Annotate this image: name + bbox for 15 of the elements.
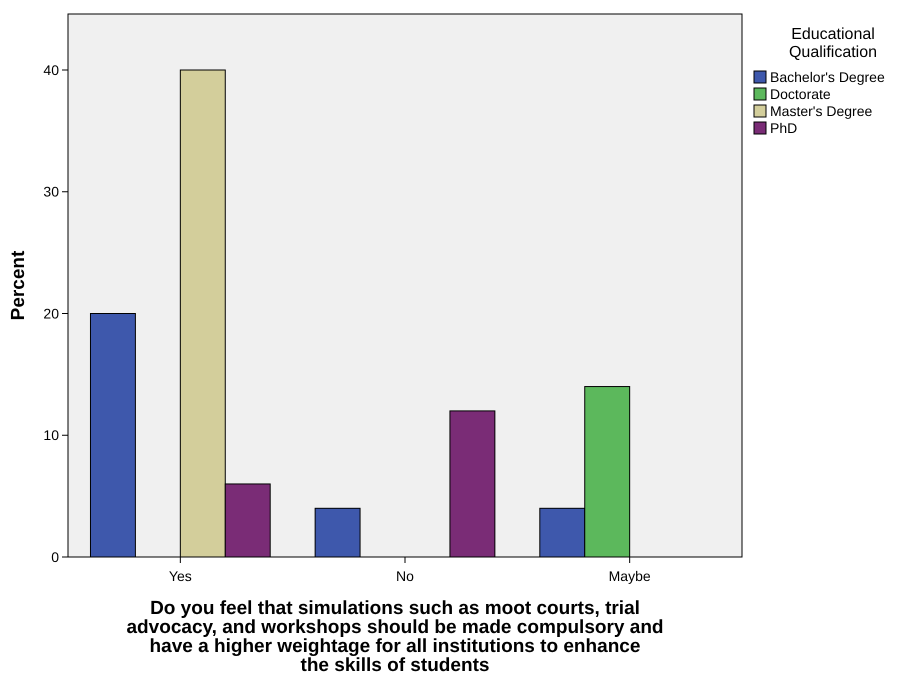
y-tick-label: 40 [43, 62, 60, 78]
legend-title: Educational Qualification [788, 26, 878, 61]
x-tick-label: Maybe [608, 568, 651, 584]
x-tick-label: Yes [168, 568, 192, 584]
legend-label: Bachelor's Degree [770, 68, 885, 85]
legend-label: Master's Degree [770, 102, 872, 119]
x-tick-label: No [396, 568, 414, 584]
legend-label: PhD [770, 120, 798, 136]
y-axis-title: Percent [8, 250, 29, 320]
x-axis-title: Do you feel that simulations such as moot courts, trial advocacy, and workshops should be made compulsory and have a higher weightage for all institutions to enhance the skills of students [126, 598, 664, 676]
y-tick-label: 0 [51, 548, 60, 565]
y-tick-label: 20 [43, 305, 60, 322]
y-tick-label: 10 [43, 427, 60, 444]
legend-label: Doctorate [770, 86, 831, 102]
y-tick-label: 30 [43, 184, 60, 200]
